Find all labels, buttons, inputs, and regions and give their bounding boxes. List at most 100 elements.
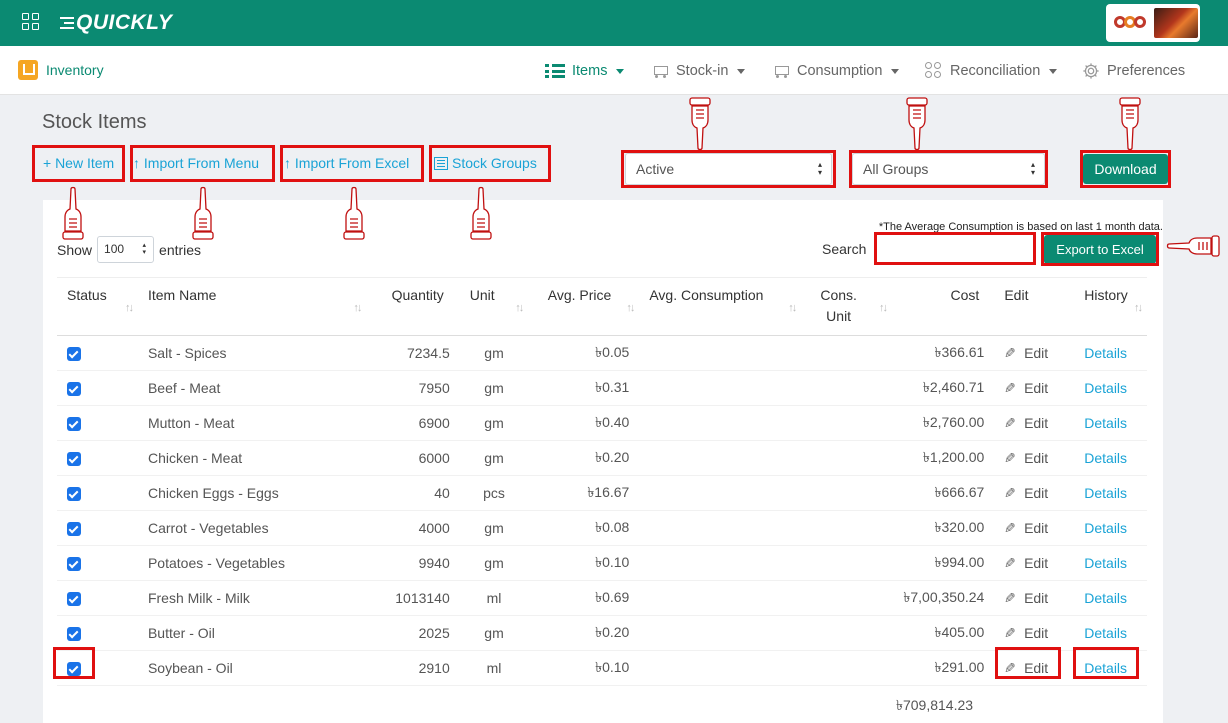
status-cell bbox=[57, 370, 138, 406]
sort-icon: ↑↓ bbox=[788, 302, 797, 314]
edit-cell[interactable]: ✎ Edit bbox=[994, 615, 1075, 651]
status-checkbox[interactable] bbox=[67, 557, 81, 572]
status-checkbox[interactable] bbox=[67, 487, 81, 502]
nav-reconciliation-menu[interactable]: Reconciliation bbox=[925, 61, 1058, 81]
pointing-hand-up-icon bbox=[192, 186, 214, 240]
details-link[interactable]: Details bbox=[1084, 520, 1128, 536]
sort-icon: ↑↓ bbox=[124, 302, 134, 314]
stock-groups-link[interactable]: Stock Groups bbox=[434, 155, 537, 171]
th-cost[interactable]: Cost bbox=[876, 277, 995, 336]
details-link[interactable]: Details bbox=[1084, 485, 1128, 501]
history-cell: Details bbox=[1074, 615, 1147, 651]
download-button[interactable]: Download bbox=[1083, 154, 1168, 184]
th-avg-price[interactable]: Avg. Price ↑↓ bbox=[528, 277, 640, 336]
edit-cell[interactable]: ✎ Edit bbox=[994, 440, 1075, 476]
edit-link[interactable]: Edit bbox=[1024, 554, 1049, 571]
quantity-cell: 7950 bbox=[366, 370, 460, 406]
status-checkbox[interactable] bbox=[67, 522, 81, 537]
status-cell bbox=[57, 615, 138, 651]
edit-link[interactable]: Edit bbox=[1024, 449, 1049, 466]
edit-link[interactable]: Edit bbox=[1024, 519, 1049, 536]
details-link[interactable]: Details bbox=[1084, 345, 1128, 361]
import-from-menu-link[interactable]: ↑ Import From Menu bbox=[133, 155, 260, 171]
th-avg-consumption[interactable]: Avg. Consumption ↑↓ bbox=[639, 277, 802, 336]
avg-price-cell: ৳0.40 bbox=[528, 405, 640, 441]
status-checkbox[interactable] bbox=[67, 347, 81, 362]
entries-length-control: Show 100 entries bbox=[57, 236, 201, 263]
stock-groups-label: Stock Groups bbox=[452, 155, 537, 171]
entries-label: entries bbox=[159, 241, 202, 258]
avg-price-cell: ৳16.67 bbox=[528, 475, 640, 511]
new-item-link[interactable]: + New Item bbox=[43, 155, 115, 171]
cost-cell: ৳1,200.00 bbox=[876, 440, 995, 476]
avg-price-cell: ৳0.10 bbox=[528, 650, 640, 686]
details-link[interactable]: Details bbox=[1084, 380, 1128, 396]
cons-unit-cell bbox=[801, 335, 876, 371]
status-checkbox[interactable] bbox=[67, 452, 81, 467]
th-status[interactable]: Status ↑↓ bbox=[57, 277, 138, 336]
edit-link[interactable]: Edit bbox=[1024, 624, 1049, 641]
nav-items-menu[interactable]: Items bbox=[545, 61, 625, 81]
edit-cell[interactable]: ✎ Edit bbox=[994, 510, 1075, 546]
cons-unit-cell bbox=[801, 580, 876, 616]
edit-link[interactable]: Edit bbox=[1024, 589, 1049, 606]
pointing-hand-left-icon bbox=[1166, 235, 1220, 257]
highlight-box bbox=[280, 145, 424, 182]
highlight-box bbox=[621, 150, 836, 188]
unit-cell: gm bbox=[459, 545, 529, 581]
edit-cell[interactable]: ✎ Edit bbox=[994, 475, 1075, 511]
th-cost-label: Cost bbox=[950, 287, 980, 303]
edit-link[interactable]: Edit bbox=[1024, 379, 1049, 396]
edit-cell[interactable]: ✎ Edit bbox=[994, 405, 1075, 441]
nav-consumption-menu[interactable]: Consumption bbox=[772, 61, 900, 81]
status-checkbox[interactable] bbox=[67, 627, 81, 642]
th-history[interactable]: History ↑↓ bbox=[1074, 277, 1147, 336]
edit-link[interactable]: Edit bbox=[1024, 484, 1049, 501]
details-link[interactable]: Details bbox=[1084, 660, 1128, 676]
edit-link[interactable]: Edit bbox=[1024, 414, 1049, 431]
highlight-box bbox=[130, 145, 275, 182]
table-row: Mutton - Meat 6900 gm ৳0.40 ৳2,760.00 ✎ Edit De… bbox=[57, 405, 1147, 441]
status-checkbox[interactable] bbox=[67, 662, 81, 677]
chevron-down-icon bbox=[1049, 68, 1058, 74]
sort-icon: ↑↓ bbox=[515, 302, 524, 314]
avg-consumption-cell bbox=[639, 580, 802, 616]
export-to-excel-button[interactable]: Export to Excel bbox=[1044, 235, 1156, 264]
restaurant-brand[interactable] bbox=[1106, 4, 1200, 42]
pencil-icon: ✎ bbox=[1004, 519, 1017, 536]
status-checkbox[interactable] bbox=[67, 382, 81, 397]
group-filter-select[interactable]: All Groups bbox=[852, 153, 1045, 185]
edit-cell[interactable]: ✎ Edit bbox=[994, 580, 1075, 616]
details-link[interactable]: Details bbox=[1084, 590, 1128, 606]
search-input[interactable] bbox=[876, 234, 1034, 264]
details-link[interactable]: Details bbox=[1084, 555, 1128, 571]
details-link[interactable]: Details bbox=[1084, 450, 1128, 466]
th-cons-unit[interactable]: Cons. Unit ↑↓ bbox=[801, 277, 888, 336]
details-link[interactable]: Details bbox=[1084, 415, 1128, 431]
details-link[interactable]: Details bbox=[1084, 625, 1128, 641]
edit-cell[interactable]: ✎ Edit bbox=[994, 545, 1075, 581]
entries-select[interactable]: 100 bbox=[97, 236, 155, 263]
edit-link[interactable]: Edit bbox=[1024, 659, 1049, 676]
apps-grid-icon[interactable] bbox=[22, 13, 40, 31]
pencil-icon: ✎ bbox=[1004, 554, 1017, 571]
inventory-section-label[interactable]: Inventory bbox=[46, 62, 104, 78]
pencil-icon: ✎ bbox=[1004, 414, 1017, 431]
th-unit[interactable]: Unit ↑↓ bbox=[459, 277, 529, 336]
import-from-excel-link[interactable]: ↑ Import From Excel bbox=[284, 155, 410, 171]
avg-price-cell: ৳0.08 bbox=[528, 510, 640, 546]
edit-cell[interactable]: ✎ Edit bbox=[994, 335, 1075, 371]
edit-cell[interactable]: ✎ Edit bbox=[994, 370, 1075, 406]
app-logo[interactable]: QUICKLY bbox=[60, 10, 172, 36]
th-item-name[interactable]: Item Name ↑↓ bbox=[137, 277, 367, 336]
status-checkbox[interactable] bbox=[67, 417, 81, 432]
status-filter-select[interactable]: Active bbox=[625, 153, 832, 185]
unit-cell: gm bbox=[459, 405, 529, 441]
nav-preferences-link[interactable]: Preferences bbox=[1082, 61, 1185, 81]
nav-stock-in-menu[interactable]: Stock-in bbox=[651, 61, 746, 81]
history-cell: Details bbox=[1074, 335, 1147, 371]
th-quantity-label: Quantity bbox=[391, 287, 444, 303]
status-checkbox[interactable] bbox=[67, 592, 81, 607]
th-quantity[interactable]: Quantity bbox=[366, 277, 460, 336]
edit-link[interactable]: Edit bbox=[1024, 344, 1049, 361]
